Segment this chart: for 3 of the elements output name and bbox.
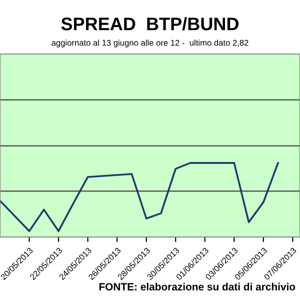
chart-subtitle: aggiornato al 13 giugno alle ore 12 - ultimo dato 2,82 — [52, 40, 248, 48]
chart-title: SPREAD BTP/BUND — [61, 17, 239, 31]
source-note: FONTE: elaborazione su dati di archivio — [99, 282, 296, 290]
